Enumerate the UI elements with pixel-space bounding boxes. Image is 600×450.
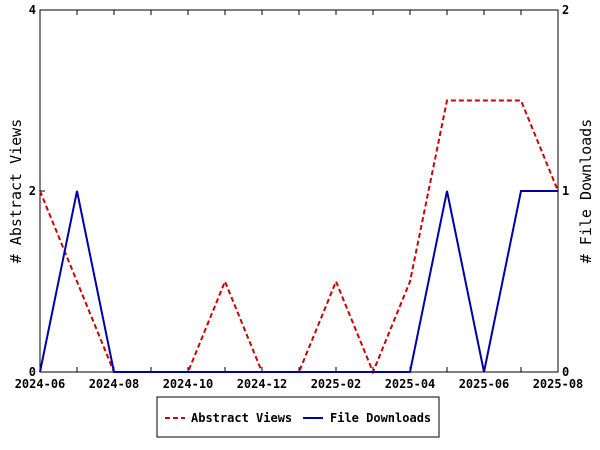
y-axis-title-left: # Abstract Views <box>7 119 25 264</box>
legend-label-file-downloads: File Downloads <box>330 411 431 425</box>
series-layer <box>39 99 559 375</box>
series-line-abstract-views <box>39 99 559 375</box>
x-tick-label: 2024-06 <box>15 377 66 391</box>
y-tick-label-left: 0 <box>29 365 36 379</box>
x-tick-label: 2024-12 <box>237 377 288 391</box>
x-tick-label: 2025-04 <box>385 377 436 391</box>
y-tick-label-left: 4 <box>29 3 36 17</box>
y-tick-label-left: 2 <box>29 184 36 198</box>
legend-box <box>156 396 440 438</box>
y-tick-label-right: 0 <box>562 365 569 379</box>
x-tick-label: 2024-08 <box>89 377 140 391</box>
y-axis-title-right: # File Downloads <box>577 119 595 264</box>
plot-area <box>39 9 559 373</box>
x-tick-label: 2025-06 <box>459 377 510 391</box>
x-tick-label: 2025-08 <box>533 377 584 391</box>
series-line-file-downloads <box>39 190 558 373</box>
y-tick-label-right: 2 <box>562 3 569 17</box>
legend-label-abstract-views: Abstract Views <box>191 411 292 425</box>
legend: Abstract Views File Downloads <box>156 396 440 438</box>
y-tick-label-right: 1 <box>562 184 569 198</box>
x-tick-label: 2025-02 <box>311 377 362 391</box>
x-tick-label: 2024-10 <box>163 377 214 391</box>
